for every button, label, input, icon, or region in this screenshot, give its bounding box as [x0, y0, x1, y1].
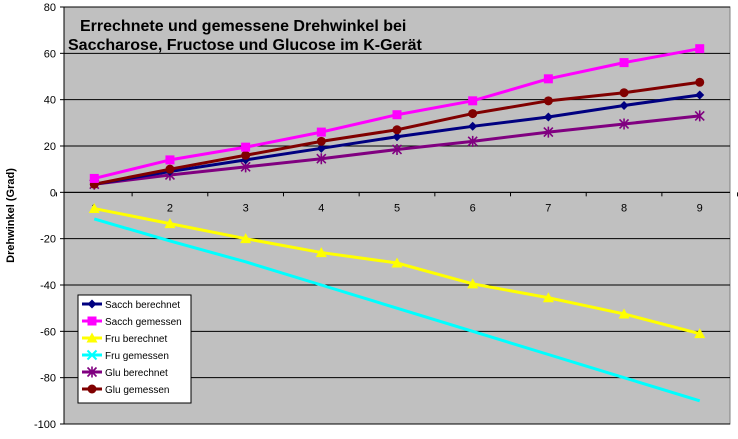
data-point	[87, 384, 97, 394]
data-point	[316, 136, 326, 146]
chart-title-line: Errechnete und gemessene Drehwinkel bei	[80, 18, 406, 35]
data-point	[467, 278, 479, 289]
data-point	[86, 349, 98, 361]
x-tick-label: 7	[545, 202, 551, 214]
data-point	[543, 126, 554, 138]
data-point	[87, 299, 97, 309]
data-point	[392, 110, 402, 120]
data-point	[392, 125, 402, 135]
data-point	[619, 88, 629, 98]
data-point	[618, 118, 630, 130]
data-point	[89, 173, 99, 183]
data-point	[543, 96, 553, 106]
data-point	[86, 332, 98, 343]
data-point	[619, 100, 629, 110]
series-line	[93, 217, 701, 403]
x-tick-label: 4	[318, 202, 324, 214]
data-point	[316, 143, 326, 153]
y-tick-label: -40	[40, 280, 56, 292]
y-tick-label: 60	[44, 48, 56, 60]
data-point	[241, 142, 251, 152]
data-point	[542, 292, 554, 303]
y-tick-label: -60	[40, 326, 56, 338]
legend-label: Fru berechnet	[105, 334, 167, 345]
data-point	[165, 155, 175, 165]
data-point	[391, 143, 403, 155]
data-point	[694, 110, 705, 122]
x-tick-label: 6	[470, 202, 476, 214]
data-point	[240, 233, 252, 244]
data-point	[695, 44, 705, 54]
data-point	[468, 109, 478, 119]
y-tick-label: 20	[44, 141, 56, 153]
y-tick-label: 40	[44, 95, 56, 107]
data-point	[86, 366, 98, 378]
x-tick-label: 8	[621, 202, 627, 214]
y-tick-label: -100	[34, 419, 56, 431]
legend-label: Glu berechnet	[105, 368, 168, 379]
data-point	[468, 121, 478, 131]
data-point	[695, 77, 705, 87]
data-point	[88, 203, 100, 214]
data-point	[241, 150, 251, 160]
y-tick-label: -20	[40, 234, 56, 246]
data-point	[164, 218, 176, 229]
y-tick-label: 80	[44, 2, 56, 14]
x-tick-label: 5	[394, 202, 400, 214]
y-tick-label: -80	[40, 373, 56, 385]
data-point	[468, 96, 478, 106]
chart-title-line: Saccharose, Fructose und Glucose im K-Ge…	[68, 37, 423, 54]
x-tick-label: 3	[243, 202, 249, 214]
data-point	[543, 112, 553, 122]
data-point	[316, 127, 326, 137]
data-point	[467, 135, 478, 147]
x-tick-label: 9	[697, 202, 703, 214]
x-tick-label: 2	[167, 202, 173, 214]
y-axis-label: Drehwinkel (Grad)	[5, 168, 17, 263]
data-point	[695, 90, 705, 100]
y-tick-label: 0	[50, 187, 56, 199]
data-point	[619, 58, 629, 68]
legend-label: Glu gemessen	[105, 385, 169, 396]
data-point	[694, 328, 706, 339]
data-point	[618, 308, 630, 319]
legend-box	[77, 294, 192, 404]
data-point	[315, 247, 327, 258]
data-point	[165, 164, 175, 174]
data-point	[543, 74, 553, 84]
legend-label: Sacch gemessen	[105, 317, 182, 328]
data-point	[316, 153, 327, 165]
legend-label: Sacch berechnet	[105, 300, 180, 311]
data-point	[392, 132, 402, 142]
data-point	[87, 316, 97, 326]
legend-label: Fru gemessen	[105, 351, 169, 362]
data-point	[391, 257, 403, 268]
